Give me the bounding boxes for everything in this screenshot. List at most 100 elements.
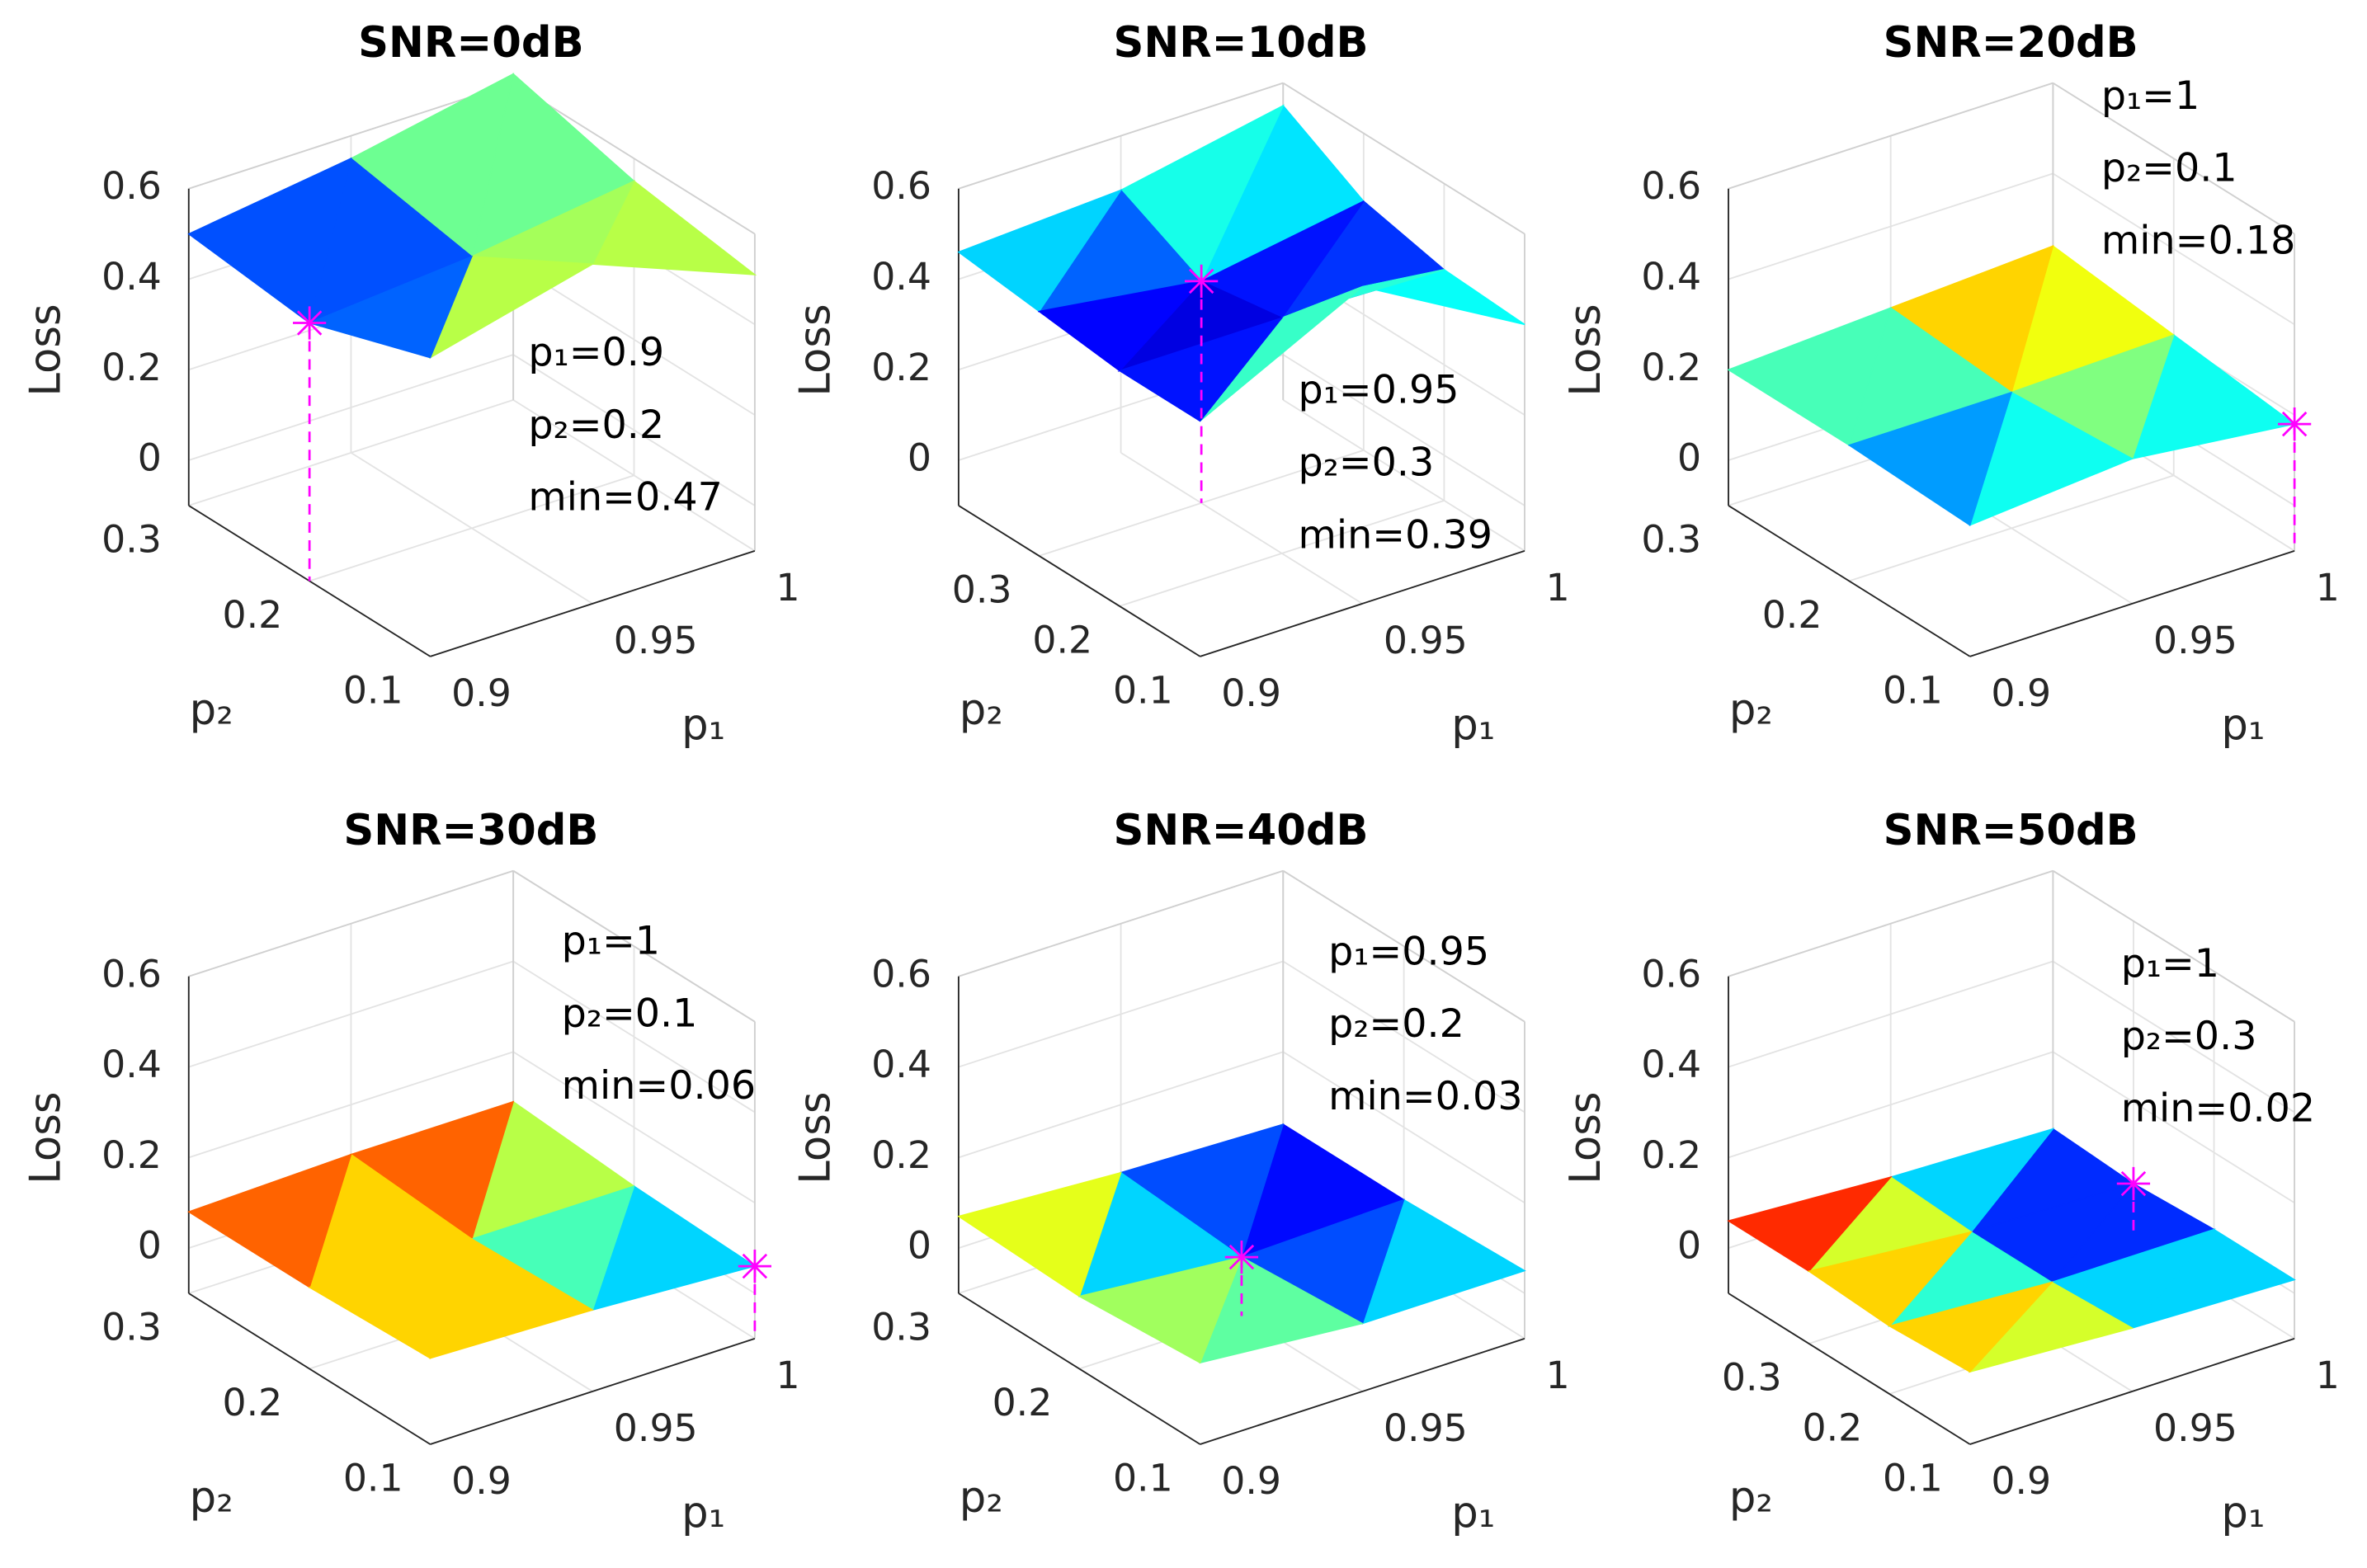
x-tick-label: 0.9 <box>1991 671 2051 715</box>
y-tick-label: 0.3 <box>952 567 1012 611</box>
z-tick-label: 0 <box>1677 436 1701 480</box>
annotation: min=0.18 <box>2101 219 2295 264</box>
x-grid-line <box>1120 452 1363 605</box>
x-axis <box>1969 549 2295 657</box>
z-grid-line <box>2052 1051 2295 1204</box>
axis-line <box>2052 82 2295 235</box>
annotation: min=0.47 <box>528 475 722 520</box>
axis-line <box>1728 869 2053 977</box>
z-tick-label: 0.6 <box>871 952 931 996</box>
x-axis <box>430 1338 756 1445</box>
z-tick-label: 0.6 <box>871 164 931 208</box>
subplot-title: SNR=50dB <box>1884 806 2138 855</box>
y-tick-label: 0.1 <box>1883 668 1943 712</box>
annotation: min=0.03 <box>1328 1074 1522 1119</box>
z-axis-label: Loss <box>791 304 841 396</box>
axis-line <box>1728 82 2053 190</box>
y-grid-line <box>188 398 514 506</box>
z-tick-label: 0.6 <box>101 952 162 996</box>
z-tick-label: 0.4 <box>871 1043 931 1086</box>
x-tick-label: 0.9 <box>451 1459 512 1503</box>
subplot: 0 0.2 0.4 0.6 0.1 0.2 0.3 0.9 0.95 1 SNR=20dB Loss p… <box>1561 18 2340 750</box>
surface-patch <box>1037 280 1204 372</box>
z-tick-label: 0.4 <box>101 255 162 299</box>
surface-patch <box>308 1238 473 1359</box>
annotation: min=0.02 <box>2121 1086 2315 1132</box>
z-tick-label: 0.4 <box>1641 1043 1701 1086</box>
y-tick-label: 0.3 <box>101 1305 162 1349</box>
annotation: p₂=0.2 <box>1328 1001 1464 1047</box>
y-grid-line <box>309 474 634 582</box>
z-tick-label: 0 <box>908 1224 931 1268</box>
z-tick-label: 0.4 <box>871 255 931 299</box>
z-tick-label: 0.2 <box>1641 1133 1701 1177</box>
y-tick-label: 0.2 <box>1802 1406 1862 1449</box>
z-axis-label: Loss <box>21 1091 71 1184</box>
y-tick-label: 0.1 <box>1883 1456 1943 1500</box>
subplot: 0 0.2 0.4 0.6 0.1 0.2 0.3 0.9 0.95 1 SNR=10dB Loss p… <box>791 18 1570 750</box>
surface-patch <box>957 189 1123 313</box>
y-tick-label: 0.2 <box>993 1381 1053 1424</box>
z-axis-label: Loss <box>791 1091 841 1184</box>
x-tick-label: 1 <box>2316 566 2340 610</box>
z-grid-line <box>1282 354 1525 506</box>
z-tick-label: 0 <box>1677 1224 1701 1268</box>
x-tick-label: 0.95 <box>1384 619 1468 662</box>
y-tick-label: 0.2 <box>222 1381 282 1424</box>
z-tick-label: 0 <box>138 436 162 480</box>
x-tick-label: 0.9 <box>1221 1459 1281 1503</box>
y-tick-label: 0.2 <box>1762 593 1822 637</box>
annotation: p₁=1 <box>562 919 660 964</box>
z-grid-line <box>2052 960 2295 1114</box>
x-axis <box>1969 1338 2295 1445</box>
y-axis-label: p₂ <box>960 685 1003 735</box>
x-axis-label: p₁ <box>681 1488 725 1537</box>
axis-line <box>958 869 1284 977</box>
z-tick-label: 0.2 <box>871 346 931 389</box>
surface-patch <box>187 1153 352 1288</box>
y-tick-label: 0.3 <box>871 1305 931 1349</box>
y-tick-label: 0.1 <box>1113 1456 1173 1500</box>
y-tick-label: 0.1 <box>1113 668 1173 712</box>
annotation: min=0.06 <box>562 1063 756 1109</box>
y-tick-label: 0.3 <box>101 517 162 561</box>
y-axis <box>1728 1293 1971 1445</box>
x-axis-label: p₁ <box>681 700 725 750</box>
y-tick-label: 0.3 <box>1641 517 1701 561</box>
annotation: p₁=0.95 <box>1328 929 1489 974</box>
minimum-marker <box>738 1249 772 1283</box>
z-tick-label: 0.6 <box>101 164 162 208</box>
x-axis <box>430 549 756 657</box>
z-tick-label: 0.6 <box>1641 952 1701 996</box>
subplot: 0 0.2 0.4 0.6 0.1 0.2 0.3 0.9 0.95 1 SNR=30dB Loss p… <box>21 806 800 1537</box>
subplot: 0 0.2 0.4 0.6 0.1 0.2 0.3 0.9 0.95 1 SNR=0dB Loss p₂… <box>21 18 800 750</box>
z-tick-label: 0.2 <box>101 1133 162 1177</box>
z-tick-label: 0.2 <box>871 1133 931 1177</box>
y-tick-label: 0.2 <box>222 593 282 637</box>
subplot-title: SNR=10dB <box>1113 18 1368 68</box>
surface-patch <box>1077 1256 1243 1364</box>
x-tick-label: 0.95 <box>2153 1406 2237 1450</box>
z-tick-label: 0.2 <box>101 346 162 389</box>
annotation: p₁=0.9 <box>528 330 664 375</box>
minimum-marker <box>2116 1166 2151 1201</box>
x-axis-label: p₁ <box>2221 1488 2265 1537</box>
annotation: p₂=0.3 <box>2121 1014 2257 1059</box>
surface-patch <box>1847 391 2013 526</box>
annotation: p₁=0.95 <box>1299 368 1459 413</box>
x-axis <box>1200 1338 1525 1445</box>
y-axis <box>188 1293 431 1445</box>
y-axis <box>958 1293 1201 1445</box>
subplot-title: SNR=0dB <box>358 18 583 68</box>
subplot: 0 0.2 0.4 0.6 0.1 0.2 0.3 0.9 0.95 1 SNR=50dB Loss p… <box>1561 806 2340 1537</box>
z-tick-label: 0 <box>138 1224 162 1268</box>
y-axis-label: p₂ <box>960 1473 1003 1523</box>
minimum-marker <box>293 306 327 340</box>
y-axis-label: p₂ <box>190 685 233 735</box>
subplot-title: SNR=30dB <box>343 806 598 855</box>
axis-line <box>958 82 1284 190</box>
x-tick-label: 0.9 <box>451 671 512 715</box>
y-tick-label: 0.1 <box>343 668 403 712</box>
y-tick-label: 0.2 <box>1032 618 1092 662</box>
